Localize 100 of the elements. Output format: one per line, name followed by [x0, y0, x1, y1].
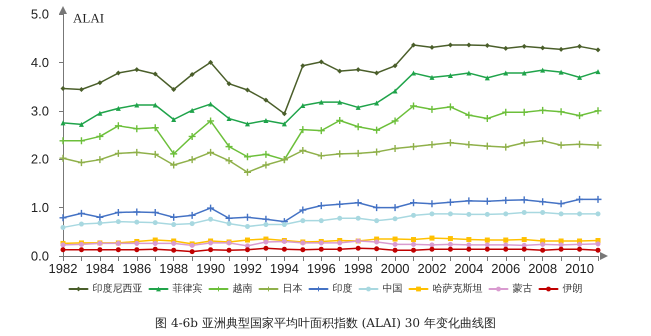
point: [207, 148, 214, 156]
point: [207, 117, 214, 124]
point: [299, 146, 306, 154]
point: [208, 216, 214, 222]
point: [134, 220, 140, 225]
point: [60, 120, 66, 126]
point: [466, 212, 472, 217]
point: [336, 200, 344, 208]
point: [337, 240, 342, 246]
point: [170, 214, 178, 221]
point: [356, 246, 361, 251]
point: [558, 246, 564, 252]
point: [263, 118, 268, 123]
point: [484, 246, 490, 252]
point: [190, 72, 195, 77]
legend-label: 越南: [232, 282, 252, 294]
point: [429, 236, 434, 241]
point: [448, 242, 453, 247]
point: [484, 212, 490, 217]
point: [392, 216, 398, 222]
point: [337, 246, 342, 252]
point: [152, 246, 158, 252]
point: [446, 198, 454, 206]
point: [522, 237, 527, 242]
point: [263, 239, 268, 244]
point: [133, 125, 140, 132]
point: [392, 242, 398, 247]
point: [428, 200, 436, 208]
point: [170, 162, 178, 169]
point: [392, 63, 398, 68]
point: [392, 117, 399, 124]
point: [337, 68, 342, 74]
point: [337, 216, 342, 221]
y-tick-label: 5.0: [30, 6, 49, 22]
point: [262, 150, 270, 158]
point: [263, 246, 268, 251]
point: [502, 144, 510, 151]
point: [448, 246, 453, 252]
point: [282, 222, 287, 228]
point: [244, 238, 250, 243]
point: [410, 199, 418, 206]
point: [190, 249, 195, 254]
point: [116, 247, 121, 252]
point: [336, 116, 344, 124]
point: [188, 156, 196, 164]
point: [78, 247, 84, 252]
point: [60, 86, 66, 92]
x-tick-label: 1986: [122, 261, 152, 276]
point: [448, 236, 453, 242]
point: [354, 199, 362, 206]
point: [484, 198, 491, 205]
point: [373, 204, 380, 212]
point: [577, 44, 582, 49]
point: [300, 247, 306, 252]
point: [152, 72, 158, 77]
point: [226, 157, 233, 164]
point: [208, 247, 214, 252]
y-axis-title: ALAI: [73, 10, 104, 26]
point: [522, 246, 527, 252]
point: [356, 104, 361, 110]
point: [539, 198, 546, 206]
point: [466, 237, 472, 242]
point: [428, 141, 436, 148]
point: [171, 222, 176, 228]
point: [558, 142, 565, 149]
x-tick-label: 1992: [233, 261, 262, 276]
point: [502, 196, 510, 204]
point: [116, 106, 121, 111]
point: [226, 143, 233, 150]
point: [558, 70, 564, 75]
point: [484, 242, 490, 248]
point: [152, 240, 158, 246]
point: [448, 211, 453, 216]
point: [60, 224, 66, 230]
point: [188, 212, 196, 219]
point: [558, 108, 565, 116]
point: [152, 208, 159, 216]
point: [97, 110, 102, 116]
point: [411, 212, 416, 218]
point: [503, 46, 508, 51]
point: [60, 154, 66, 162]
point: [114, 208, 122, 216]
point: [300, 63, 306, 68]
point: [539, 137, 546, 144]
point: [356, 67, 361, 72]
point: [374, 70, 380, 76]
point: [466, 242, 472, 248]
point: [171, 248, 176, 253]
point: [134, 247, 140, 252]
point: [465, 141, 472, 148]
legend-label: 哈萨克斯坦: [432, 282, 482, 294]
point: [540, 242, 546, 247]
point: [244, 247, 250, 252]
point: [503, 211, 508, 216]
point: [300, 218, 306, 224]
point: [60, 214, 66, 222]
point: [226, 221, 232, 226]
point: [116, 70, 121, 76]
point: [429, 44, 434, 50]
point: [282, 111, 287, 116]
